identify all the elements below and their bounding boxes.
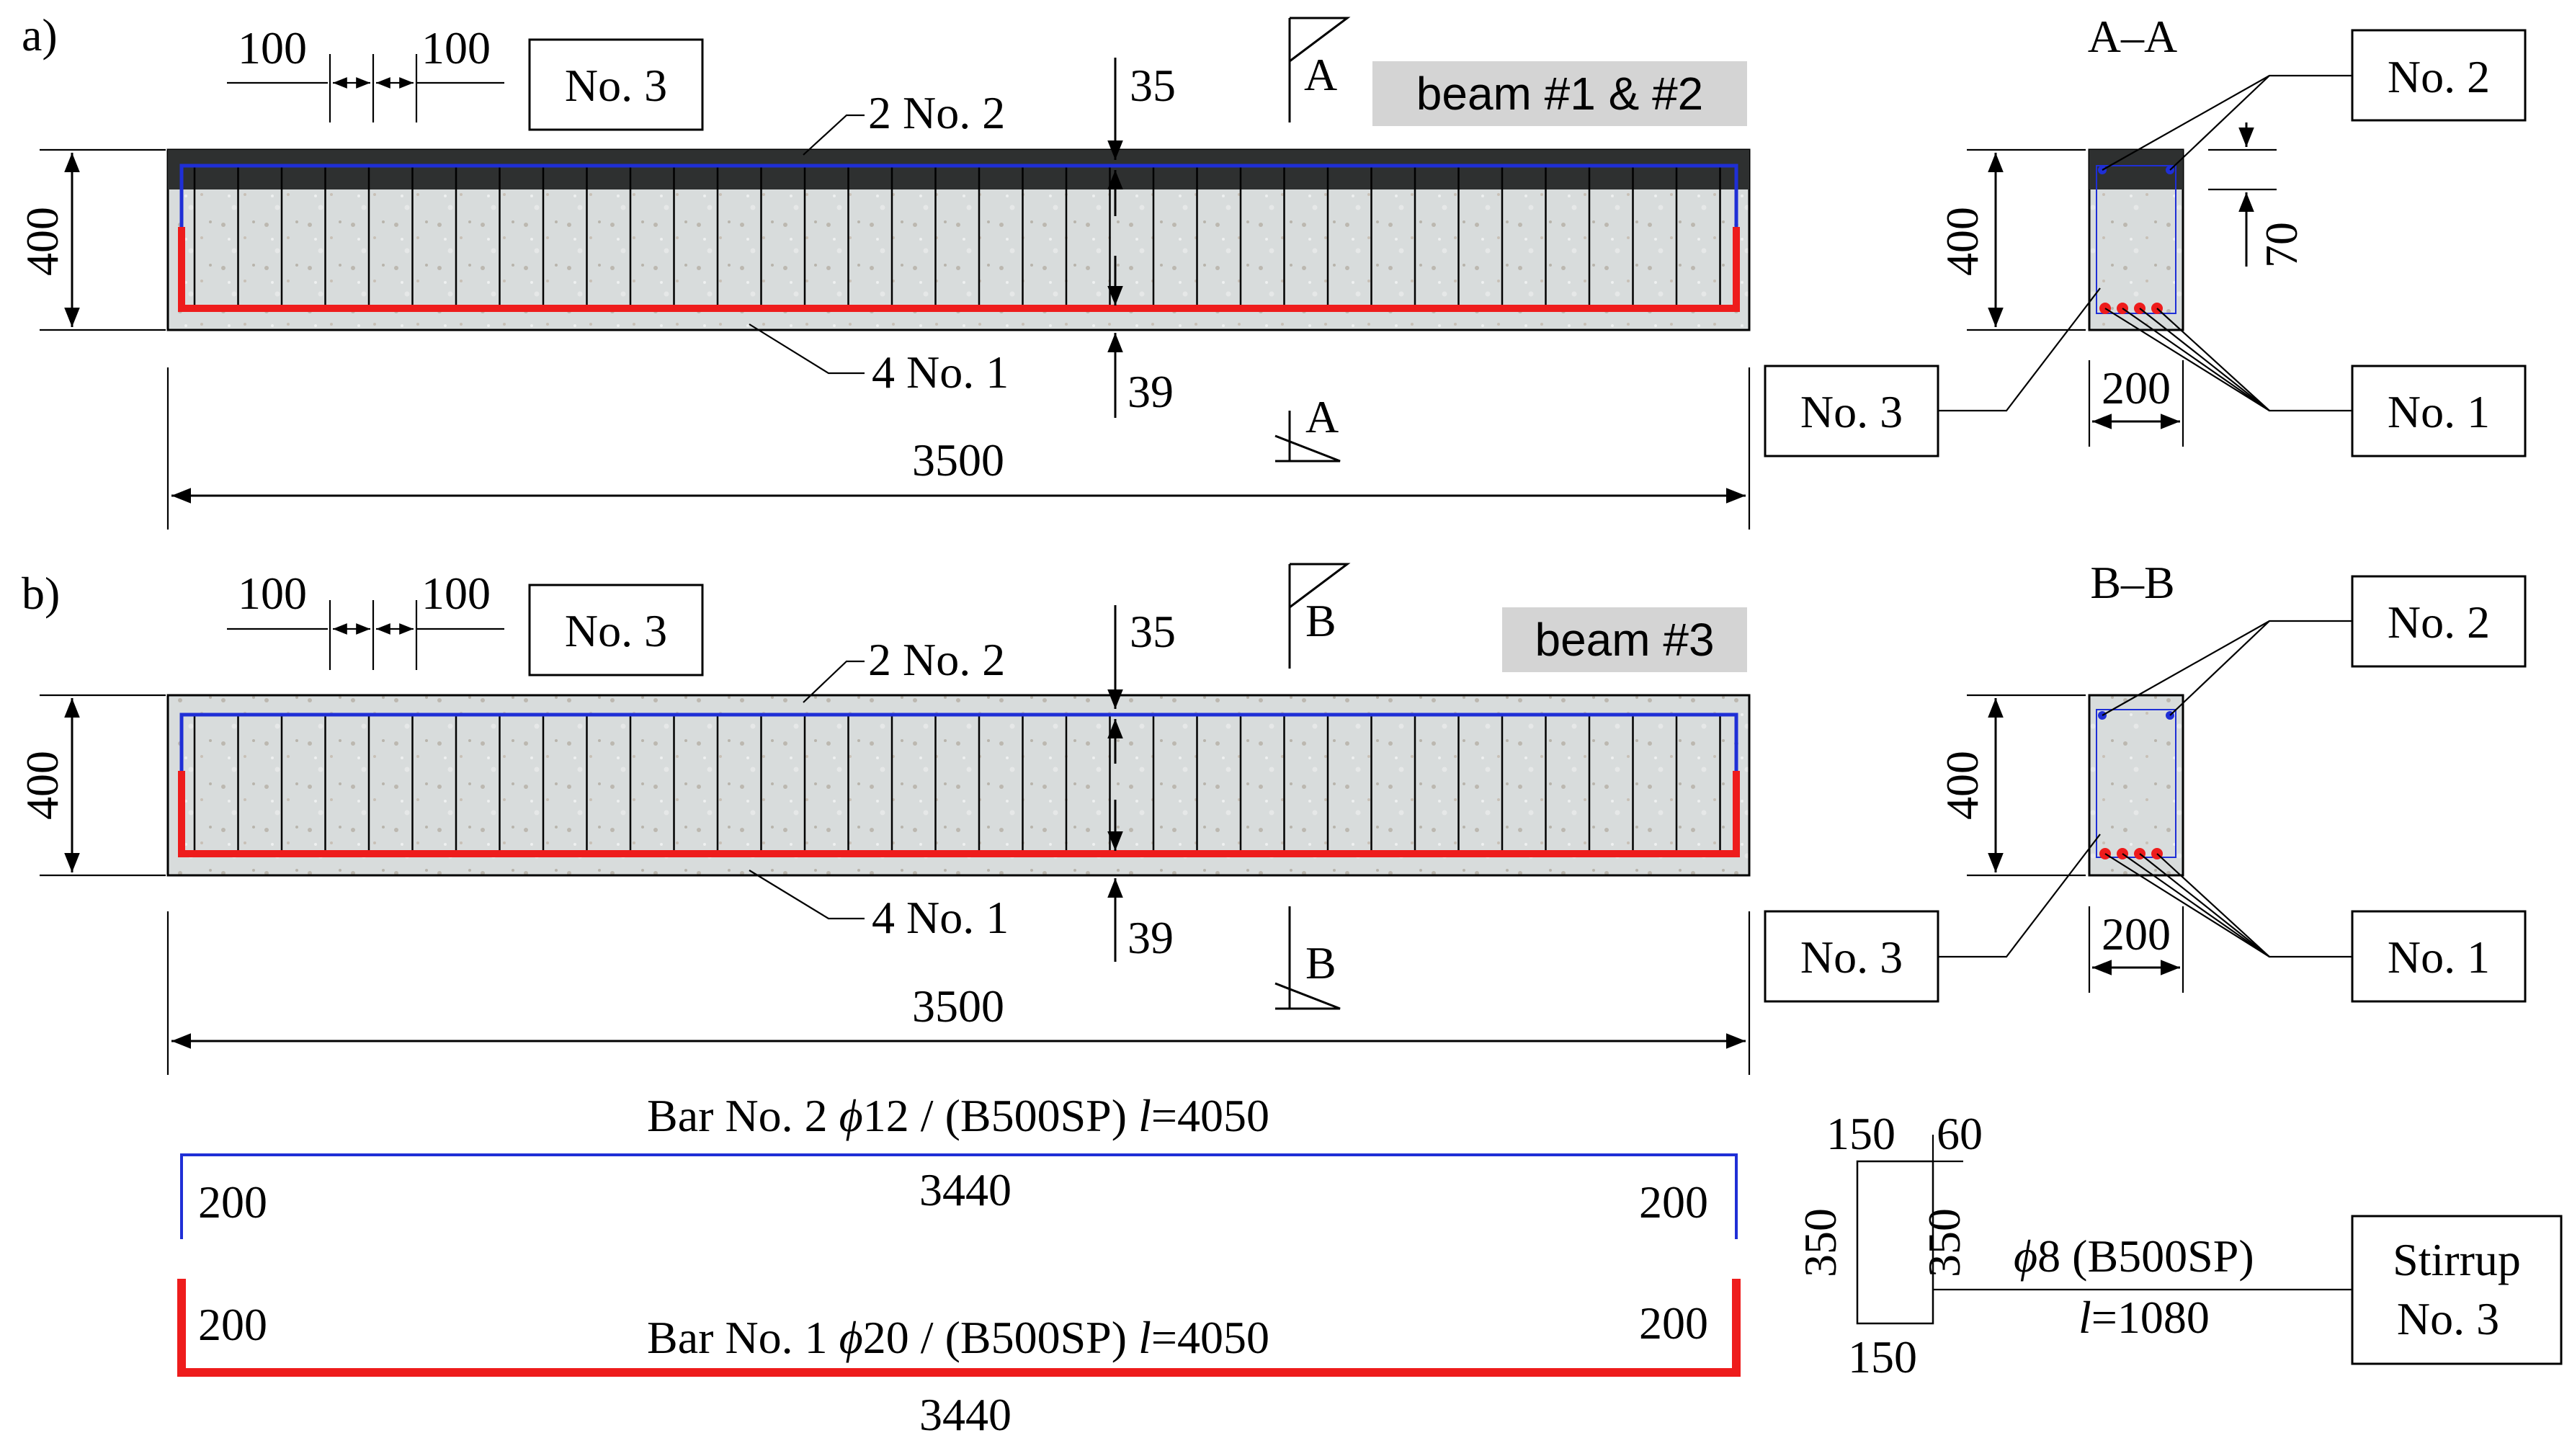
section-top-dim-label-a: 70 xyxy=(2256,222,2307,268)
no2-callout-box-a xyxy=(2351,29,2527,122)
spacing-left-label: 100 xyxy=(238,22,307,73)
spacing-right-label: 100 xyxy=(421,22,491,73)
cfrp-layer-a xyxy=(168,150,1749,189)
section-cut-top-a: A xyxy=(1288,17,1351,122)
stirrups-a xyxy=(193,164,1721,311)
beam-elevation-b xyxy=(166,694,1751,877)
stirrup-top-left-label: 150 xyxy=(1826,1108,1895,1159)
no2-callout-text-a: No. 2 xyxy=(2388,51,2490,102)
section-height-label-a: 400 xyxy=(1937,207,1988,276)
height-label-b: 400 xyxy=(17,751,68,820)
section-height-label-b: 400 xyxy=(1937,751,1988,820)
bar-no1-middle-label: 3440 xyxy=(919,1389,1012,1440)
stirrup-bottom-label: 150 xyxy=(1848,1331,1917,1383)
stirrup-callout-text-b: No. 3 xyxy=(565,605,667,656)
stirrup-left-height-label: 350 xyxy=(1795,1208,1846,1277)
section-width-label-a: 200 xyxy=(2102,362,2171,414)
section-cut-top-label-b: B xyxy=(1305,595,1336,646)
height-label-a: 400 xyxy=(17,207,68,276)
section-cut-top-b: B xyxy=(1288,563,1351,669)
bar-no1-detail: 200 Bar No. 1 ϕ20 / (B500SP) l=4050 200 … xyxy=(177,1279,1741,1440)
stirrup-spec: ϕ8 (B500SP) xyxy=(2014,1231,2254,1282)
height-dimension-a: 400 xyxy=(17,148,166,331)
no1-callout-text-a: No. 1 xyxy=(2388,386,2490,437)
bottom-bar-b xyxy=(178,771,1740,857)
beam-tag-a: beam #1 & #2 xyxy=(1416,68,1704,120)
bar-no1-title: Bar No. 1 ϕ20 / (B500SP) l=4050 xyxy=(647,1312,1269,1363)
section-title-b: B–B xyxy=(2090,557,2174,608)
no3-callout-box-b xyxy=(1764,910,1939,1003)
height-dimension-b: 400 xyxy=(17,694,166,877)
stirrup-callout-box-a xyxy=(528,38,704,131)
panel-b: b) 100 100 No. 3 400 35 xyxy=(17,557,2527,1075)
bottom-bars-leader-b xyxy=(749,870,865,920)
spacing-right-label-b: 100 xyxy=(421,568,491,619)
length-dimension-b: 3500 xyxy=(166,911,1751,1075)
beam-tag-bg-a xyxy=(1372,61,1747,126)
cross-section-b xyxy=(2088,694,2184,877)
bar-no2-shape xyxy=(180,1153,1738,1239)
panel-a: a) 100 100 No. 3 400 xyxy=(17,9,2527,530)
panel-a-label: a) xyxy=(22,9,58,61)
bar-no2-middle-label: 3440 xyxy=(919,1164,1012,1215)
section-cut-bottom-label-a: A xyxy=(1305,391,1339,442)
section-cut-bottom-label-b: B xyxy=(1305,937,1336,988)
stirrups-b xyxy=(193,713,1721,857)
bottom-cover-label-a: 39 xyxy=(1128,366,1174,417)
no3-callout-text-a: No. 3 xyxy=(1800,386,1903,437)
no1-callout-box-a xyxy=(2351,365,2527,457)
stirrup-callout-box-b xyxy=(528,584,704,676)
section-width-label-b: 200 xyxy=(2102,908,2171,960)
bottom-bar-a xyxy=(178,227,1740,312)
top-bars-leader-b xyxy=(803,660,865,703)
beam-tag-b: beam #3 xyxy=(1535,614,1714,666)
bottom-bars-label-b: 4 No. 1 xyxy=(872,892,1009,943)
no3-callout-box-a xyxy=(1764,365,1939,457)
top-bars-label-b: 2 No. 2 xyxy=(868,634,1005,685)
no1-callout-box-b xyxy=(2351,910,2527,1003)
top-cover-label-a: 35 xyxy=(1130,60,1176,111)
top-cover-label-b: 35 xyxy=(1130,606,1176,657)
section-cut-bottom-b: B xyxy=(1274,906,1341,1010)
panel-b-label: b) xyxy=(22,568,60,619)
beam-tag-bg-b xyxy=(1502,607,1747,672)
spacing-dimension-a: 100 100 xyxy=(227,22,504,122)
stirrup-shape xyxy=(1856,1160,1934,1325)
no2-callout-text-b: No. 2 xyxy=(2388,597,2490,648)
stirrup-length: l=1080 xyxy=(2078,1292,2210,1343)
bar-no2-right-label: 200 xyxy=(1639,1176,1708,1228)
bottom-bars-label-a: 4 No. 1 xyxy=(872,347,1009,398)
bottom-cover-label-b: 39 xyxy=(1128,912,1174,963)
no3-callout-text-b: No. 3 xyxy=(1800,932,1903,983)
section-title-a: A–A xyxy=(2088,11,2177,62)
section-cut-bottom-a: A xyxy=(1274,391,1341,463)
stirrup-callout-line2: No. 3 xyxy=(2397,1293,2499,1344)
bar-no1-left-label: 200 xyxy=(198,1299,267,1350)
bar-no1-shape xyxy=(177,1279,1741,1377)
spacing-left-label-b: 100 xyxy=(238,568,307,619)
bar-no2-detail: Bar No. 2 ϕ12 / (B500SP) l=4050 200 3440… xyxy=(180,1090,1738,1239)
stirrup-right-height-label: 350 xyxy=(1919,1208,1970,1277)
section-cut-top-label-a: A xyxy=(1304,49,1337,100)
spacing-dimension-b: 100 100 xyxy=(227,568,504,670)
bar-no1-right-label: 200 xyxy=(1639,1298,1708,1349)
length-label-b: 3500 xyxy=(912,981,1004,1032)
bottom-bars-leader-a xyxy=(749,323,865,375)
stirrup-callout-line1: Stirrup xyxy=(2393,1234,2521,1285)
stirrup-callout-box xyxy=(2351,1215,2563,1365)
stirrup-callout-text-a: No. 3 xyxy=(565,60,667,111)
top-bars-leader-a xyxy=(803,114,865,156)
stirrup-top-right-label: 60 xyxy=(1937,1108,1983,1159)
stirrup-detail: 150 60 350 350 150 ϕ8 (B500SP) l=1080 St… xyxy=(1795,1108,2563,1383)
length-dimension-a: 3500 xyxy=(166,367,1751,530)
top-bars-label-a: 2 No. 2 xyxy=(868,87,1005,138)
bar-no2-left-label: 200 xyxy=(198,1176,267,1228)
no2-callout-box-b xyxy=(2351,575,2527,668)
length-label-a: 3500 xyxy=(912,434,1004,486)
bar-no2-title: Bar No. 2 ϕ12 / (B500SP) l=4050 xyxy=(647,1090,1269,1141)
no1-callout-text-b: No. 1 xyxy=(2388,932,2490,983)
